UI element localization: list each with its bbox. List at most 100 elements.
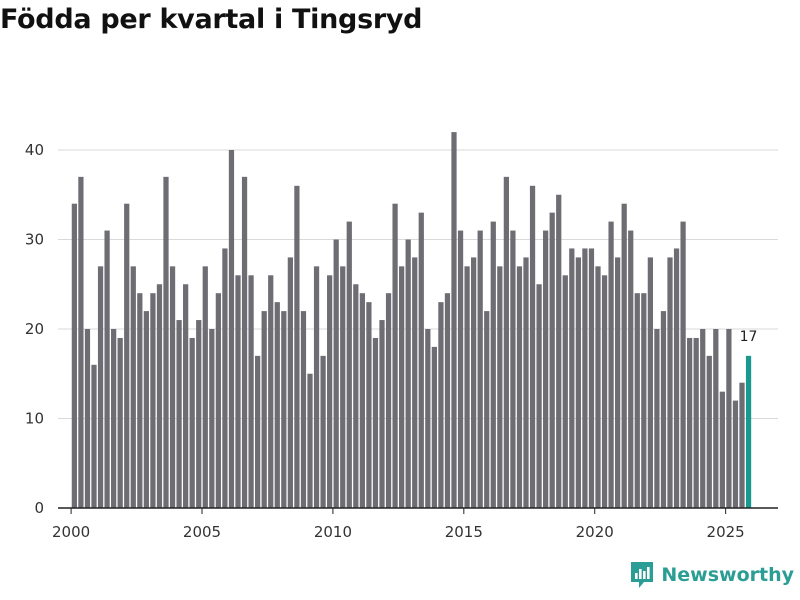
- bar: [601, 275, 608, 508]
- bar: [621, 203, 627, 508]
- bar: [143, 311, 149, 508]
- bar: [261, 311, 267, 508]
- bar: [255, 355, 261, 508]
- bar: [549, 212, 555, 508]
- bar: [379, 320, 385, 508]
- bar: [71, 203, 77, 508]
- bar: [294, 185, 300, 509]
- bar: [117, 337, 123, 508]
- bar: [124, 203, 130, 508]
- bar: [418, 212, 424, 508]
- bar: [215, 293, 221, 508]
- bar: [444, 293, 451, 508]
- bar: [680, 221, 686, 508]
- bar: [438, 302, 444, 508]
- bar: [490, 221, 496, 508]
- bar: [523, 257, 529, 508]
- bar: [313, 266, 320, 508]
- bar: [137, 293, 143, 508]
- bar: [104, 230, 110, 509]
- bar: [399, 266, 405, 508]
- bar: [569, 248, 575, 508]
- bar: [202, 266, 208, 508]
- bar: [241, 176, 248, 508]
- bar: [706, 355, 712, 508]
- bar: [595, 266, 601, 508]
- bar: [248, 275, 254, 508]
- bar: [516, 266, 523, 508]
- bar: [660, 311, 667, 508]
- bar: [457, 230, 464, 509]
- bar: [346, 221, 352, 508]
- bars: [71, 132, 752, 509]
- bar: [91, 364, 97, 508]
- bar: [222, 248, 228, 508]
- bar: [274, 302, 280, 508]
- bar: [634, 293, 640, 508]
- bar: [176, 320, 182, 508]
- bar: [385, 293, 392, 508]
- bar: [189, 337, 195, 508]
- bar: [503, 176, 509, 508]
- bar: [353, 284, 359, 508]
- bar: [228, 150, 235, 508]
- bar: [392, 203, 398, 508]
- x-tick-label-2020: 2020: [576, 523, 614, 541]
- y-tick-label-10: 10: [25, 410, 44, 428]
- x-tick-label-2015: 2015: [445, 523, 483, 541]
- bar: [97, 266, 104, 508]
- bar: [529, 185, 536, 509]
- y-tick-label-40: 40: [25, 141, 44, 159]
- bar: [150, 293, 156, 508]
- last-value-label: 17: [740, 329, 758, 345]
- bar: [287, 257, 293, 508]
- bar: [556, 194, 562, 508]
- bar: [268, 275, 274, 508]
- bar: [405, 239, 411, 508]
- newsworthy-logo-icon: [631, 562, 654, 588]
- bar: [713, 329, 719, 508]
- bar: [372, 337, 379, 508]
- bar: [451, 132, 457, 508]
- bar: [471, 257, 477, 508]
- newsworthy-logo: Newsworthy: [629, 560, 794, 590]
- bar: [615, 257, 621, 508]
- chart-title: Födda per kvartal i Tingsryd: [0, 4, 423, 35]
- bar: [732, 400, 739, 508]
- bar: [693, 337, 699, 508]
- bar: [78, 176, 84, 508]
- bar: [431, 346, 437, 508]
- bar: [340, 266, 346, 508]
- bar: [156, 284, 163, 508]
- x-tick-label-2000: 2000: [52, 523, 90, 541]
- bar: [510, 230, 516, 509]
- bar: [484, 311, 490, 508]
- bar: [719, 391, 725, 508]
- bar: [628, 230, 634, 509]
- bar: [235, 275, 241, 508]
- bar: [667, 257, 673, 508]
- bar: [366, 302, 372, 508]
- bar: [575, 257, 581, 508]
- x-tick-label-2005: 2005: [183, 523, 221, 541]
- bar: [281, 311, 287, 508]
- bar: [130, 266, 136, 508]
- y-tick-label-0: 0: [34, 499, 44, 517]
- bar: [687, 337, 693, 508]
- bar: [84, 329, 91, 508]
- bar: [464, 266, 470, 508]
- value-labels: 17: [740, 329, 758, 345]
- bar: [700, 329, 706, 508]
- bar: [412, 257, 418, 508]
- bar: [425, 329, 431, 508]
- bar: [320, 355, 326, 508]
- bar: [196, 320, 202, 508]
- bar: [359, 293, 365, 508]
- bar: [641, 293, 647, 508]
- axes: 0 10 20 30 40 2000 2005 2010 2015 2020 2025: [25, 141, 778, 541]
- bar: [739, 382, 745, 508]
- bar: [477, 230, 483, 509]
- y-tick-label-20: 20: [25, 320, 44, 338]
- bar: [307, 373, 313, 508]
- bar: [300, 311, 307, 508]
